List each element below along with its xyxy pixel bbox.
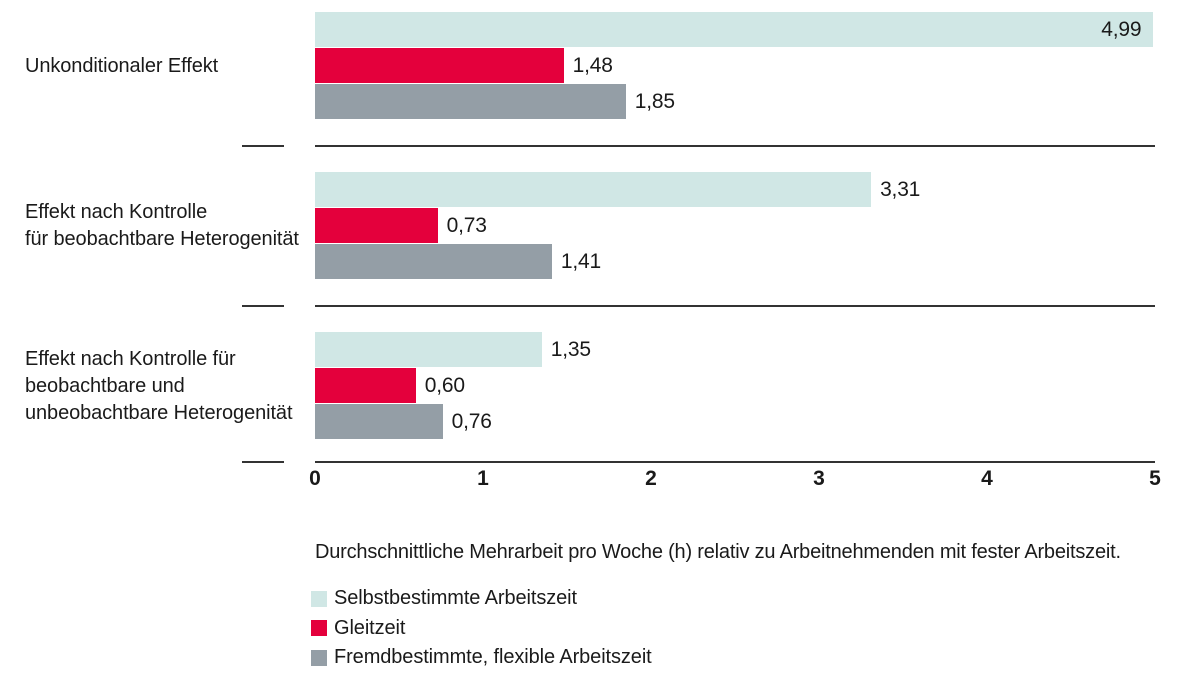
bar-value-label: 0,76 <box>451 410 492 433</box>
bar-gleitzeit <box>315 48 564 83</box>
category-label-line: Unkonditionaler Effekt <box>25 54 219 77</box>
x-tick-label: 2 <box>645 467 657 490</box>
group-divider-dash <box>242 305 284 307</box>
category-label-line: für beobachtbare Heterogenität <box>25 228 299 250</box>
legend-label: Selbstbestimmte Arbeitszeit <box>334 587 577 609</box>
legend-swatch <box>311 590 327 607</box>
legend-label: Gleitzeit <box>334 616 406 639</box>
legend-item-fremdbestimmte-flexible-arbeitszeit: Fremdbestimmte, flexible Arbeitszeit <box>311 646 652 668</box>
bar-value-label: 1,85 <box>634 90 675 113</box>
bar-value-label: 0,73 <box>446 214 487 237</box>
category-label: Unkonditionaler Effekt <box>25 12 307 120</box>
group-divider-line <box>315 305 1155 307</box>
category-label: Effekt nach Kontrolle für beobachtbare un… <box>25 332 307 440</box>
chart-caption: Durchschnittliche Mehrarbeit pro Woche (… <box>315 541 1121 563</box>
bar-fremdbestimmte-flexible-arbeitszeit <box>315 84 626 119</box>
x-tick-label: 1 <box>477 467 489 490</box>
x-tick-label: 4 <box>981 467 993 490</box>
bar-value-label: 1,41 <box>560 250 601 273</box>
legend-item-selbstbestimmte-arbeitszeit: Selbstbestimmte Arbeitszeit <box>311 587 577 609</box>
category-label-line: beobachtbare und <box>25 374 185 397</box>
category-label-line: Effekt nach Kontrolle <box>25 201 208 223</box>
x-tick-label: 3 <box>813 467 825 490</box>
bar-selbstbestimmte-arbeitszeit <box>315 332 542 367</box>
bar-value-label: 1,48 <box>572 54 613 77</box>
legend-item-gleitzeit: Gleitzeit <box>311 616 406 639</box>
x-axis-dash <box>242 461 284 463</box>
category-label: Effekt nach Kontrolle für beobachtbare He… <box>25 172 307 280</box>
legend-label: Fremdbestimmte, flexible Arbeitszeit <box>334 646 652 668</box>
category-label-line: unbeobachtbare Heterogenität <box>25 401 293 424</box>
bar-selbstbestimmte-arbeitszeit <box>315 172 872 207</box>
bar-value-label: 1,35 <box>550 338 591 361</box>
x-axis-line <box>315 461 1155 463</box>
bar-value-label: 0,60 <box>424 374 465 397</box>
bar-gleitzeit <box>315 368 416 403</box>
bar-value-label: 4,99 <box>1101 18 1142 41</box>
bar-selbstbestimmte-arbeitszeit <box>315 12 1154 47</box>
group-divider-line <box>315 145 1155 147</box>
x-tick-label: 5 <box>1149 467 1161 490</box>
group-divider-dash <box>242 145 284 147</box>
bar-value-label: 3,31 <box>880 178 921 201</box>
bar-gleitzeit <box>315 208 438 243</box>
bar-fremdbestimmte-flexible-arbeitszeit <box>315 244 552 279</box>
category-label-line: Effekt nach Kontrolle für <box>25 347 236 370</box>
x-tick-label: 0 <box>309 467 321 490</box>
legend-swatch <box>311 620 327 636</box>
bar-fremdbestimmte-flexible-arbeitszeit <box>315 404 443 439</box>
legend-swatch <box>311 649 327 666</box>
